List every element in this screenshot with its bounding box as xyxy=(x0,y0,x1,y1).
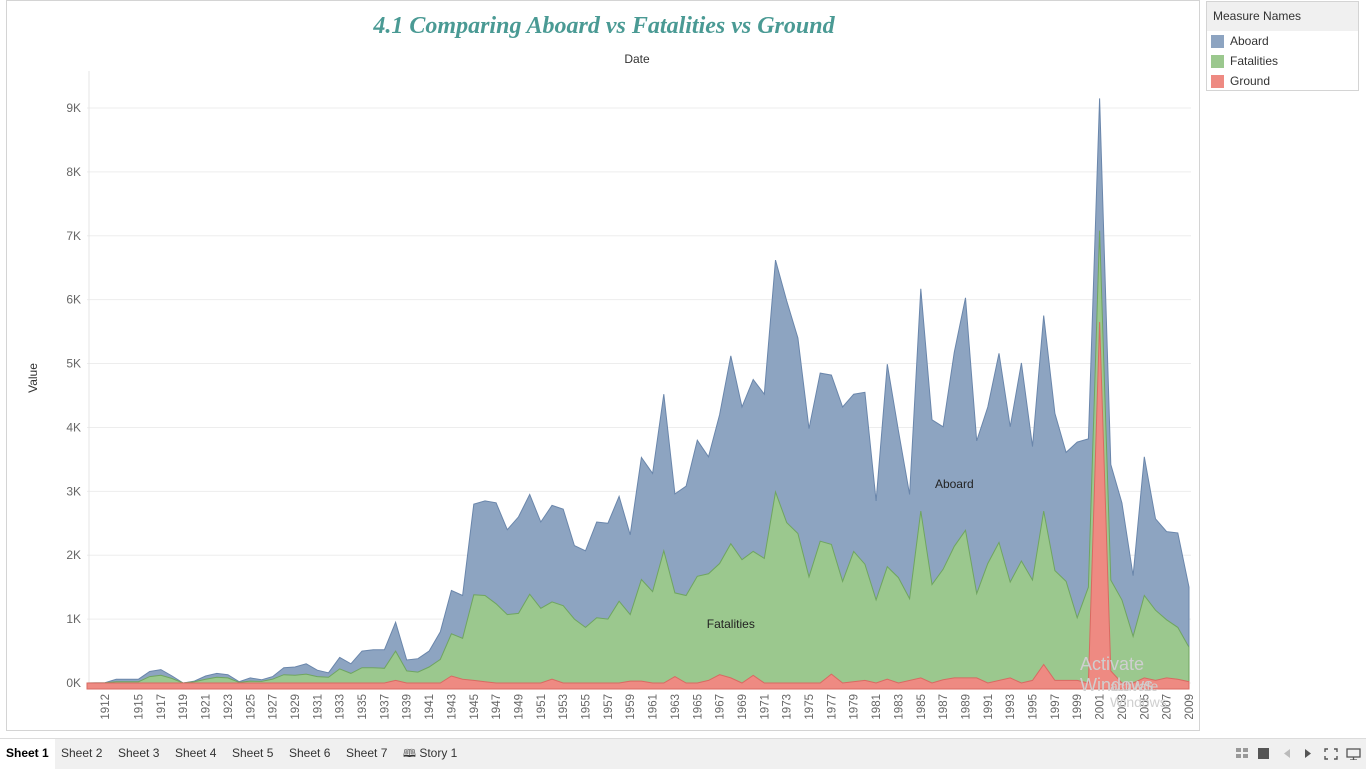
x-tick-label: 1983 xyxy=(893,694,905,720)
y-tick-label: 1K xyxy=(66,612,81,626)
x-tick-label: 1961 xyxy=(648,694,660,720)
x-tick-label: 1957 xyxy=(603,694,615,720)
legend-label-fatalities: Fatalities xyxy=(1230,54,1279,68)
activate-windows-subtext: activate Windows. xyxy=(1110,678,1171,710)
x-tick-label: 1943 xyxy=(446,694,458,720)
legend-swatch-aboard xyxy=(1211,34,1224,48)
tab-story-1[interactable]: 🕮 Story 1 xyxy=(397,739,463,769)
y-axis-title: Value xyxy=(26,363,40,393)
x-tick-label: 2003 xyxy=(1117,694,1129,720)
fit-screen-icon[interactable] xyxy=(1324,748,1338,762)
tab-sheet-5[interactable]: Sheet 5 xyxy=(232,746,274,760)
y-tick-label: 3K xyxy=(66,484,81,498)
y-tick-label: 6K xyxy=(66,293,81,307)
x-tick-label: 1975 xyxy=(804,694,816,720)
area-series-aboard[interactable] xyxy=(86,98,1190,690)
sheet-tab-bar: Sheet 1 Sheet 2 Sheet 3 Sheet 4 Sheet 5 … xyxy=(0,738,1366,771)
area-chart[interactable]: 0K 1K 2K 3K 4K 5K 6K 7K 8K 9K 1912 1915 1917 1919 192… xyxy=(7,1,1199,730)
x-tick-label: 1941 xyxy=(424,694,436,720)
x-tick-label: 1927 xyxy=(268,694,280,720)
area-series-ground[interactable] xyxy=(86,321,1190,690)
legend-item-aboard[interactable]: Aboard xyxy=(1207,31,1358,51)
x-tick-label: 1989 xyxy=(961,694,973,720)
x-tick-label: 2001 xyxy=(1095,694,1107,720)
legend-item-ground[interactable]: Ground xyxy=(1207,71,1358,91)
x-tick-label: 2009 xyxy=(1184,694,1196,720)
legend-swatch-fatalities xyxy=(1211,54,1224,68)
x-tick-label: 1912 xyxy=(100,694,112,720)
x-tick-label: 1993 xyxy=(1005,694,1017,720)
x-tick-label: 1937 xyxy=(379,694,391,720)
y-tick-label: 0K xyxy=(66,676,81,690)
filmstrip-icon[interactable] xyxy=(1258,748,1270,761)
previous-sheet-icon[interactable] xyxy=(1283,748,1291,761)
x-tick-label: 1963 xyxy=(670,694,682,720)
x-tick-label: 2005 xyxy=(1139,694,1151,720)
tab-sheet-6[interactable]: Sheet 6 xyxy=(289,746,331,760)
x-tick-label: 1925 xyxy=(245,694,257,720)
tab-sheet-4[interactable]: Sheet 4 xyxy=(175,746,217,760)
x-tick-label: 1977 xyxy=(826,694,838,720)
x-tick-label: 1971 xyxy=(759,694,771,720)
series-annotation-fatalities: Fatalities xyxy=(707,617,755,631)
tab-sheet-3[interactable]: Sheet 3 xyxy=(118,746,160,760)
tab-sheet-1[interactable]: Sheet 1 xyxy=(0,739,55,771)
presentation-mode-icon[interactable] xyxy=(1346,748,1361,762)
chart-title: 4.1 Comparing Aboard vs Fatalities vs Gr… xyxy=(372,13,835,39)
series-annotation-aboard: Aboard xyxy=(935,477,974,491)
next-sheet-icon[interactable] xyxy=(1304,748,1312,761)
viz-container: 0K 1K 2K 3K 4K 5K 6K 7K 8K 9K 1912 1915 1917 1919 192… xyxy=(6,0,1200,731)
x-tick-label: 1951 xyxy=(536,694,548,720)
legend-label-aboard: Aboard xyxy=(1230,34,1269,48)
legend-panel[interactable]: Measure Names Aboard Fatalities Ground xyxy=(1206,1,1359,91)
x-tick-label: 1979 xyxy=(849,694,861,720)
activate-windows-watermark: Activate Windows xyxy=(1080,654,1154,695)
x-tick-label: 1919 xyxy=(178,694,190,720)
legend-label-ground: Ground xyxy=(1230,74,1271,88)
x-tick-label: 1949 xyxy=(514,694,526,720)
x-tick-label: 1917 xyxy=(156,694,168,720)
x-tick-label: 1915 xyxy=(134,694,146,720)
x-tick-label: 1933 xyxy=(335,694,347,720)
legend-item-fatalities[interactable]: Fatalities xyxy=(1207,51,1358,71)
x-tick-label: 1947 xyxy=(491,694,503,720)
y-tick-label: 4K xyxy=(66,420,81,434)
x-tick-label: 1955 xyxy=(581,694,593,720)
x-tick-label: 1965 xyxy=(692,694,704,720)
x-tick-label: 1985 xyxy=(916,694,928,720)
legend-swatch-ground xyxy=(1211,74,1224,88)
x-tick-label: 1929 xyxy=(290,694,302,720)
y-tick-label: 9K xyxy=(66,101,81,115)
x-tick-label: 1935 xyxy=(357,694,369,720)
x-tick-label: 1999 xyxy=(1072,694,1084,720)
y-tick-label: 2K xyxy=(66,548,81,562)
x-tick-label: 1991 xyxy=(983,694,995,720)
x-tick-label: 1987 xyxy=(938,694,950,720)
x-tick-label: 1923 xyxy=(223,694,235,720)
x-tick-label: 1945 xyxy=(469,694,481,720)
area-series-fatalities[interactable] xyxy=(86,230,1190,690)
x-tick-label: 1997 xyxy=(1050,694,1062,720)
x-tick-label: 1967 xyxy=(715,694,727,720)
tab-sheet-7[interactable]: Sheet 7 xyxy=(346,746,388,760)
y-tick-label: 7K xyxy=(66,229,81,243)
story-icon: 🕮 xyxy=(403,748,416,760)
tab-story-1-label: Story 1 xyxy=(419,746,458,760)
tab-sheet-2[interactable]: Sheet 2 xyxy=(61,746,103,760)
y-tick-label: 8K xyxy=(66,165,81,179)
sheet-sorter-icon[interactable] xyxy=(1236,748,1249,761)
x-tick-label: 1939 xyxy=(402,694,414,720)
legend-title: Measure Names xyxy=(1207,2,1358,31)
x-tick-label: 1969 xyxy=(737,694,749,720)
x-tick-label: 1981 xyxy=(871,694,883,720)
x-tick-label: 1959 xyxy=(625,694,637,720)
x-tick-label: 1953 xyxy=(558,694,570,720)
x-axis-title: Date xyxy=(624,52,650,66)
x-tick-label: 1931 xyxy=(312,694,324,720)
x-tick-label: 1921 xyxy=(201,694,213,720)
y-tick-label: 5K xyxy=(66,357,81,371)
x-tick-label: 1995 xyxy=(1028,694,1040,720)
x-tick-label: 2007 xyxy=(1162,694,1174,720)
x-tick-label: 1973 xyxy=(782,694,794,720)
